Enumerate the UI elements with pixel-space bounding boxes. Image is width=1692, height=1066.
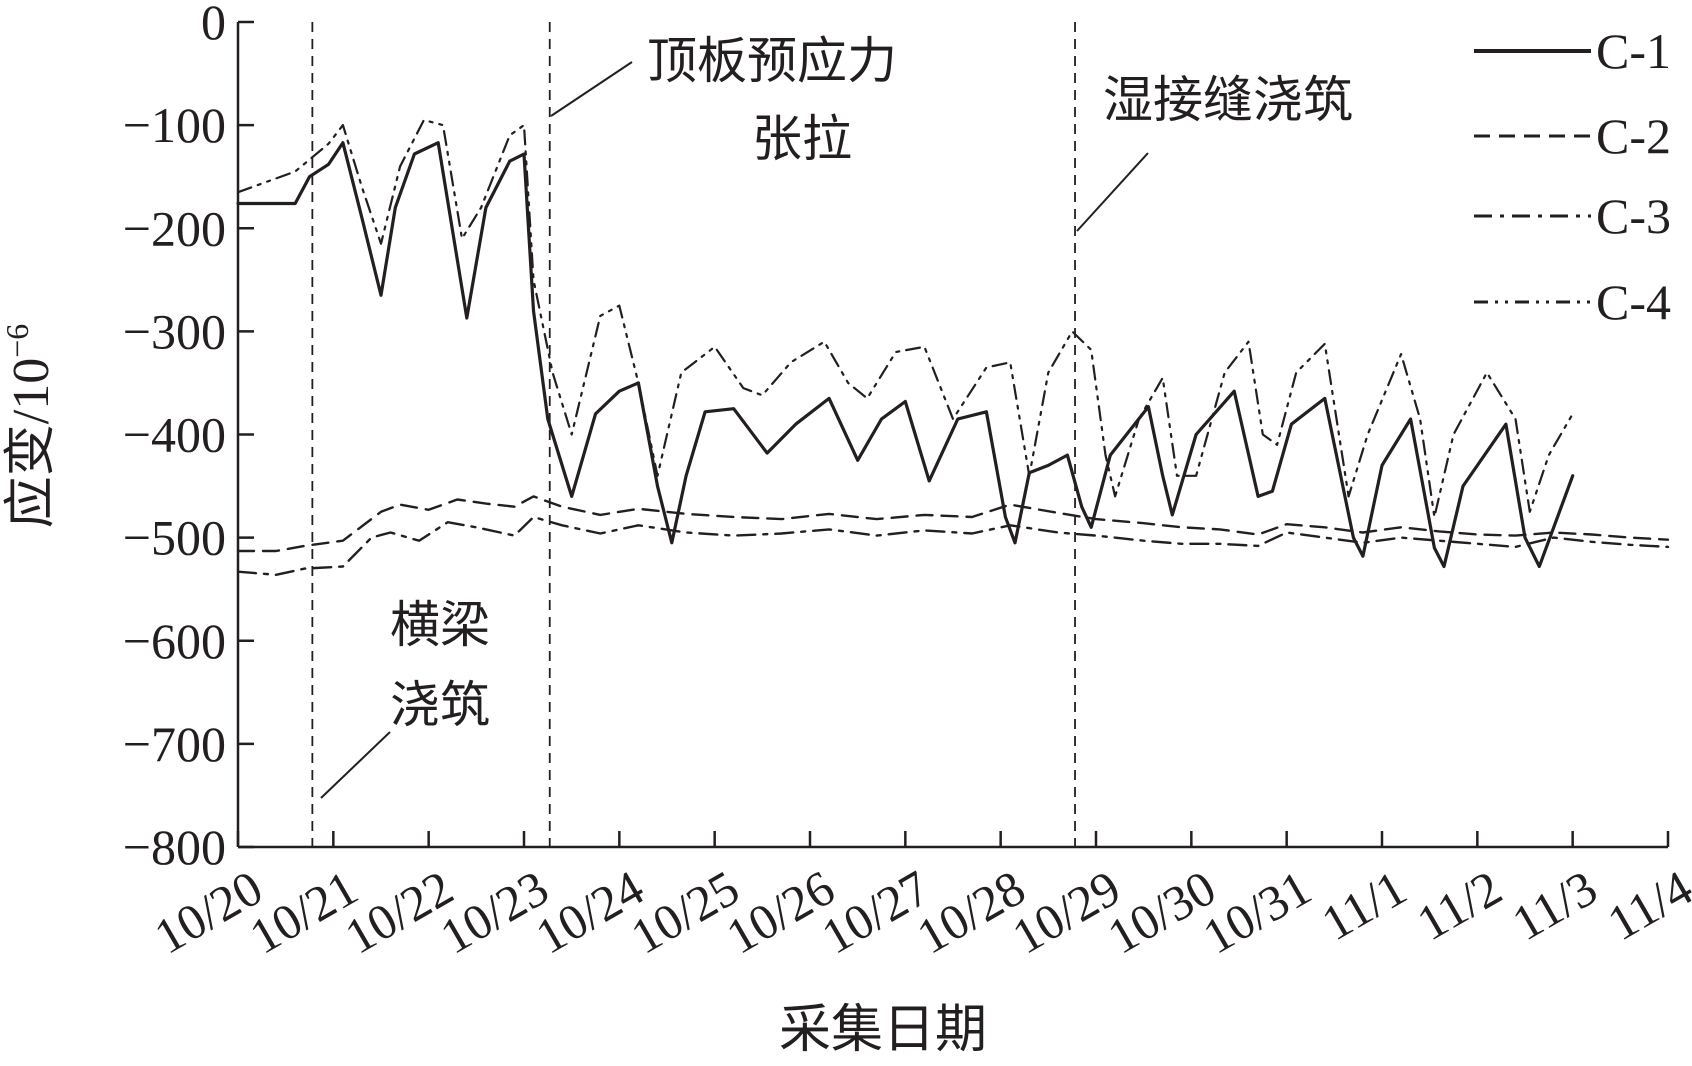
annotation-wet-joint: 湿接缝浇筑	[1076, 72, 1353, 232]
x-axis-title: 采集日期	[779, 1002, 987, 1059]
legend-item-c3: C-3	[1474, 188, 1671, 244]
x-tick-label: 11/4	[1598, 859, 1692, 951]
x-tick-label: 11/3	[1503, 859, 1606, 951]
series-line-c-1	[236, 141, 1575, 569]
annotation-prestress: 顶板预应力 张拉	[550, 33, 897, 167]
legend-label-c1: C-1	[1596, 23, 1671, 79]
y-tick-label: −700	[123, 716, 226, 772]
series-line-c-4	[236, 118, 1574, 519]
y-tick-label: −300	[123, 303, 226, 359]
y-tick-label: −200	[123, 200, 226, 256]
y-axis-title-exponent: −6	[0, 324, 35, 358]
legend-label-c3: C-3	[1596, 188, 1671, 244]
annotation-crossbeam-leader	[320, 731, 391, 799]
legend-item-c2: C-2	[1474, 108, 1671, 164]
series-lines	[236, 118, 1670, 576]
y-tick-label: −100	[123, 97, 226, 153]
legend-label-c2: C-2	[1596, 108, 1671, 164]
series-line-c-3	[236, 515, 1670, 576]
x-tick-label: 11/2	[1407, 859, 1510, 951]
y-axis-title: 应变/10−6	[0, 324, 60, 529]
event-lines	[311, 22, 1076, 847]
legend-label-c4: C-4	[1596, 274, 1671, 330]
annotation-crossbeam-line2: 浇筑	[390, 677, 490, 733]
legend: C-1 C-2 C-3 C-4	[1474, 23, 1671, 330]
series-line-c-2	[236, 495, 1670, 553]
legend-item-c4: C-4	[1474, 274, 1671, 330]
legend-item-c1: C-1	[1474, 23, 1671, 79]
y-tick-label: −800	[123, 819, 226, 875]
y-tick-label: −400	[123, 407, 226, 463]
annotation-crossbeam: 横梁 浇筑	[320, 597, 490, 799]
annotation-crossbeam-line1: 横梁	[390, 597, 490, 653]
annotation-wet-joint-leader	[1076, 152, 1149, 232]
x-tick-label: 10/31	[1194, 859, 1321, 964]
annotation-prestress-line2: 张拉	[752, 111, 852, 167]
y-axis-title-base: 应变/10	[3, 358, 60, 528]
annotation-prestress-leader	[550, 61, 633, 117]
y-tick-label: −500	[123, 510, 226, 566]
x-ticks: 10/2010/2110/2210/2310/2410/2510/2610/27…	[145, 831, 1692, 965]
y-ticks: 0 −100 −200 −300 −400 −500 −600 −700 −800	[123, 0, 254, 875]
y-tick-label: −600	[123, 613, 226, 669]
annotation-wet-joint-text: 湿接缝浇筑	[1103, 72, 1353, 128]
annotation-prestress-line1: 顶板预应力	[647, 33, 897, 89]
x-tick-label: 11/1	[1312, 859, 1415, 951]
y-tick-label: 0	[201, 0, 226, 50]
